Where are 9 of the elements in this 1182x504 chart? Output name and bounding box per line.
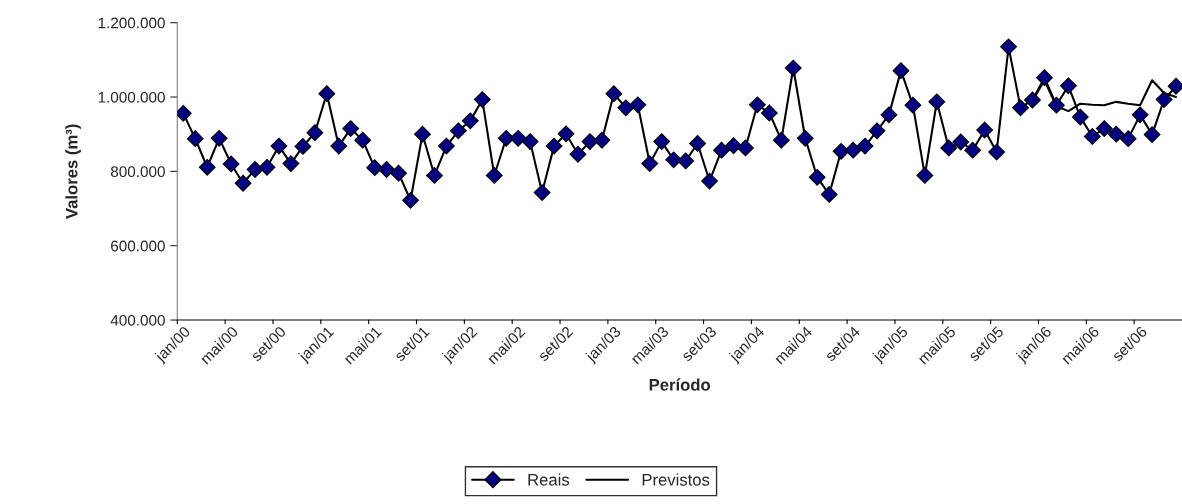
y-tick-label: 1.000.000 (98, 91, 165, 103)
y-tick-label: 1.200.000 (98, 17, 165, 29)
x-axis-title: Período (649, 378, 711, 391)
y-axis-title: Valores (m³) (65, 124, 81, 219)
y-tick-label: 400.000 (110, 314, 165, 326)
y-tick-label: 600.000 (111, 240, 165, 252)
legend-label: Previstos (642, 473, 710, 486)
y-tick-label: 800.000 (110, 166, 165, 178)
legend-label: Reais (528, 473, 570, 486)
